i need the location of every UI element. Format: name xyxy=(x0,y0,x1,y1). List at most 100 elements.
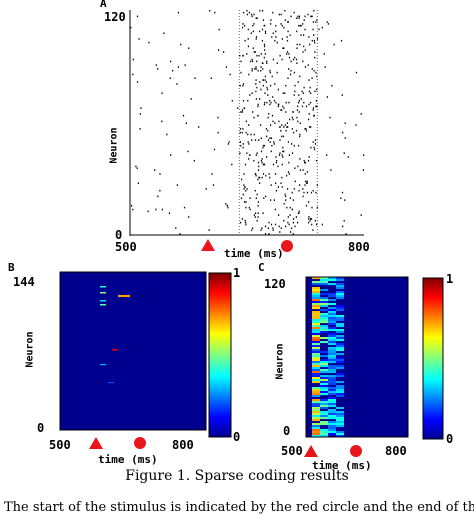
spike-mark xyxy=(271,144,273,147)
heatmap-cell xyxy=(336,349,344,352)
heatmap-cell xyxy=(320,383,328,386)
spike-mark xyxy=(298,24,300,27)
spike-mark xyxy=(299,169,301,171)
spike-mark xyxy=(308,216,310,218)
spike-mark xyxy=(267,129,269,132)
heatmap-cell xyxy=(320,319,328,322)
spike-mark xyxy=(205,188,207,190)
spike-mark xyxy=(176,184,178,186)
spike-mark xyxy=(251,58,253,61)
heatmap-cell xyxy=(312,291,320,294)
spike-mark xyxy=(311,68,313,70)
spike-mark xyxy=(242,54,244,57)
heatmap-cell xyxy=(312,281,320,284)
spike-mark xyxy=(248,158,250,160)
spike-mark xyxy=(273,141,275,143)
spike-mark xyxy=(310,218,313,220)
spike-mark xyxy=(241,178,243,181)
spike-mark xyxy=(267,94,269,96)
panel-a-ytick-bottom: 0 xyxy=(115,228,123,242)
heatmap-cell xyxy=(312,369,320,372)
spike-mark xyxy=(240,197,243,199)
spike-mark xyxy=(326,21,328,23)
spike-mark xyxy=(276,41,278,44)
spike-mark xyxy=(303,191,305,194)
spike-mark xyxy=(253,116,255,119)
heatmap-cell xyxy=(100,286,106,288)
spike-mark xyxy=(268,113,270,115)
spike-mark xyxy=(279,139,281,141)
spike-mark xyxy=(214,11,216,14)
spike-mark xyxy=(308,201,310,203)
panel-b-colorbar-max: 1 xyxy=(233,266,241,280)
spike-mark xyxy=(315,191,317,194)
spike-mark xyxy=(244,24,246,27)
spike-mark xyxy=(161,208,163,211)
panel-c-xlabel: time (ms) xyxy=(312,459,372,472)
body-text: The start of the stimulus is indicated b… xyxy=(4,500,474,515)
spike-mark xyxy=(255,66,257,68)
spike-mark xyxy=(239,131,241,134)
spike-mark xyxy=(274,39,276,42)
spike-mark xyxy=(262,68,264,70)
spike-mark xyxy=(259,81,261,83)
panel-a-letter: A xyxy=(100,0,107,10)
spike-mark xyxy=(340,197,342,199)
spike-mark xyxy=(314,139,317,141)
spike-mark xyxy=(198,126,200,128)
spike-mark xyxy=(271,114,274,117)
spike-mark xyxy=(225,66,227,68)
heatmap-cell xyxy=(320,435,328,438)
heatmap-cell xyxy=(328,357,336,360)
spike-mark xyxy=(300,34,302,36)
spike-mark xyxy=(242,84,244,87)
spike-mark xyxy=(305,204,308,207)
heatmap-cell xyxy=(320,355,328,358)
heatmap-cell xyxy=(320,411,328,414)
spike-mark xyxy=(294,180,296,183)
spike-mark xyxy=(163,32,165,34)
spike-mark xyxy=(314,143,316,145)
spike-mark xyxy=(268,173,270,175)
spike-mark xyxy=(157,68,159,70)
spike-mark xyxy=(299,122,301,124)
spike-mark xyxy=(313,114,315,117)
heatmap-cell xyxy=(336,423,344,426)
spike-mark xyxy=(231,163,233,166)
spike-mark xyxy=(275,30,277,33)
spike-mark xyxy=(262,19,265,21)
spike-mark xyxy=(258,165,260,168)
heatmap-cell xyxy=(328,309,336,312)
panel-b-xtick-right: 800 xyxy=(172,438,194,452)
spike-mark xyxy=(296,30,298,33)
heatmap-cell xyxy=(336,407,344,410)
spike-mark xyxy=(280,109,282,111)
spike-mark xyxy=(299,135,301,138)
spike-mark xyxy=(303,101,305,104)
panel-c-end-marker xyxy=(350,445,362,457)
heatmap-cell xyxy=(336,411,344,414)
heatmap-cell xyxy=(336,337,344,340)
spike-mark xyxy=(298,15,301,18)
spike-mark xyxy=(264,24,266,27)
spike-mark xyxy=(285,195,287,198)
spike-mark xyxy=(245,120,247,123)
spike-mark xyxy=(313,9,315,12)
spike-mark xyxy=(288,154,290,156)
spike-mark xyxy=(341,191,344,194)
spike-mark xyxy=(299,133,301,136)
heatmap-cell xyxy=(312,407,320,410)
spike-mark xyxy=(293,71,295,74)
spike-mark xyxy=(341,94,343,96)
spike-mark xyxy=(231,99,233,102)
spike-mark xyxy=(256,60,258,63)
heatmap-cell xyxy=(312,375,320,378)
heatmap-cell xyxy=(312,341,320,344)
heatmap-cell xyxy=(328,421,336,424)
spike-mark xyxy=(258,139,260,141)
spike-mark xyxy=(261,39,263,42)
spike-mark xyxy=(264,163,266,166)
spike-mark xyxy=(300,24,302,27)
spike-mark xyxy=(287,188,289,190)
spike-mark xyxy=(296,17,298,19)
